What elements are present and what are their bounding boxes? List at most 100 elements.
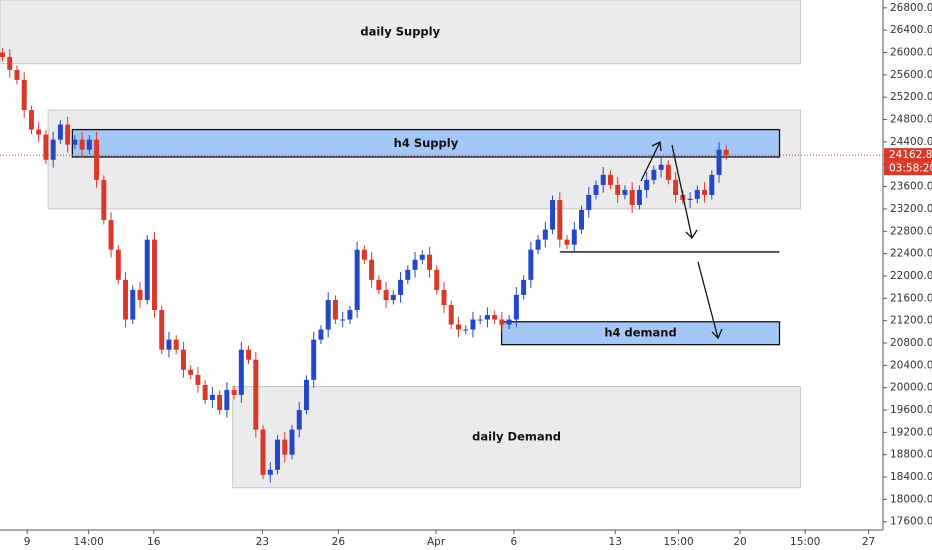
- candle-body: [101, 179, 107, 221]
- y-tick-label: 21200.0: [890, 315, 932, 327]
- y-tick-label: 22000.0: [890, 270, 932, 282]
- last-price-tag: [884, 148, 932, 163]
- candle-body: [303, 379, 309, 411]
- axis-labels: 17600.0 18000.0 18400.0 18800.0 19200.0 19600…: [24, 2, 932, 548]
- zone-label: daily Supply: [360, 24, 440, 38]
- zones: [0, 0, 801, 489]
- candles: daily Supply daily Demand h4 Supply h4 dema…: [0, 24, 883, 483]
- candle-body: [180, 349, 186, 370]
- candle-body: [231, 389, 237, 395]
- x-tick-label: 27: [862, 536, 875, 548]
- candle-body: [607, 174, 613, 185]
- y-tick-label: 26800.0: [890, 2, 932, 14]
- x-tick-label: 15:00: [663, 536, 693, 548]
- candle-body: [586, 194, 592, 211]
- candle-body: [579, 210, 585, 230]
- y-tick-label: 22400.0: [890, 248, 932, 260]
- y-tick-label: 21600.0: [890, 292, 932, 304]
- candle-body: [398, 279, 404, 295]
- candle-body: [224, 389, 230, 411]
- candle-body: [43, 134, 49, 160]
- candle-body: [615, 184, 621, 195]
- candle-body: [405, 269, 411, 280]
- candle-body: [65, 124, 71, 145]
- candle-body: [557, 199, 563, 240]
- candle-body: [702, 189, 708, 195]
- zone-label: h4 Supply: [394, 136, 459, 150]
- candle-body: [289, 429, 295, 455]
- last-price-label: 24162.8: [889, 149, 932, 161]
- candle-body: [687, 198, 693, 200]
- candle-body: [390, 294, 396, 300]
- arrow: [640, 141, 661, 182]
- candle-body: [484, 315, 490, 320]
- candle-body: [267, 469, 273, 475]
- countdown-label: 03:58:20: [889, 163, 932, 175]
- candle-body: [571, 229, 577, 245]
- candle-body: [694, 189, 700, 199]
- zone-label: h4 demand: [604, 326, 676, 340]
- x-tick-label: 14:00: [74, 536, 104, 548]
- candle-body: [246, 349, 252, 360]
- candle-body: [318, 329, 324, 340]
- candle-body: [115, 249, 121, 280]
- x-tick-label: Apr: [427, 536, 446, 548]
- x-tick-label: 20: [733, 536, 746, 548]
- candle-body: [202, 384, 208, 400]
- x-tick-label: 13: [609, 536, 622, 548]
- candle-body: [651, 169, 657, 180]
- x-tick-label: 15:00: [790, 536, 820, 548]
- y-tick-label: 26400.0: [890, 24, 932, 36]
- arrow: [697, 261, 719, 339]
- candle-body: [275, 439, 281, 470]
- y-tick-label: 18400.0: [890, 471, 932, 483]
- x-tick-label: 9: [24, 536, 31, 548]
- y-tick-label: 17600.0: [890, 516, 932, 528]
- candle-body: [600, 174, 606, 185]
- candle-body: [28, 110, 34, 130]
- candle-body: [253, 359, 259, 430]
- candle-body: [470, 319, 476, 330]
- candle-body: [137, 289, 143, 300]
- candle-body: [673, 179, 679, 195]
- candle-body: [593, 184, 599, 195]
- arrow: [671, 144, 693, 239]
- candle-body: [629, 189, 635, 206]
- x-tick-label: 26: [332, 536, 346, 548]
- candle-body: [658, 164, 664, 170]
- candle-body: [492, 315, 498, 320]
- y-tick-label: 18800.0: [890, 449, 932, 461]
- candle-body: [448, 304, 454, 325]
- countdown-tag: [884, 162, 932, 176]
- candle-body: [325, 299, 331, 330]
- x-tick-label: 23: [256, 536, 269, 548]
- candle-body: [159, 310, 165, 350]
- candle-body: [506, 319, 512, 325]
- candle-body: [376, 279, 382, 290]
- candle-body: [361, 249, 367, 260]
- candle-body: [535, 239, 541, 250]
- candle-body: [499, 319, 505, 325]
- y-tick-label: 25200.0: [890, 91, 932, 103]
- candle-body: [412, 259, 418, 270]
- candle-body: [311, 339, 317, 380]
- candle-body: [282, 439, 288, 455]
- candle-body: [217, 394, 223, 411]
- candle-body: [716, 149, 722, 175]
- candle-body: [50, 139, 56, 160]
- candle-body: [166, 339, 172, 350]
- candle-body: [542, 229, 548, 240]
- zone: [232, 386, 801, 489]
- zone-label: daily Demand: [472, 430, 561, 444]
- candle-body: [238, 349, 244, 395]
- candle-body: [427, 254, 433, 270]
- candle-body: [86, 139, 92, 150]
- arrow-head: [711, 328, 723, 340]
- candle-body: [144, 239, 150, 300]
- y-tick-label: 23200.0: [890, 203, 932, 215]
- x-tick-label: 6: [511, 536, 518, 548]
- arrow-head: [651, 141, 662, 152]
- candle-body: [434, 269, 440, 290]
- candle-body: [528, 249, 534, 280]
